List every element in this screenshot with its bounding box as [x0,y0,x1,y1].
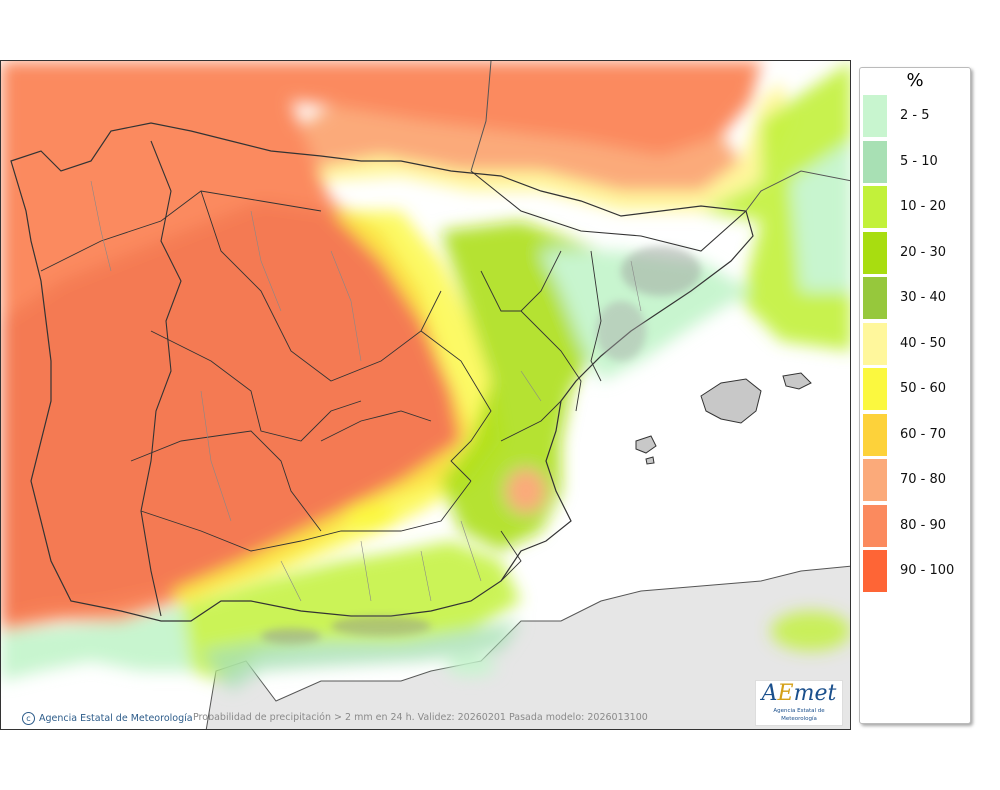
legend-item: 2 - 5 [863,95,968,137]
logo-mark: AEmet [761,681,837,706]
legend-label: 60 - 70 [900,426,947,442]
gulf-of-lion-coast [745,170,850,212]
legend-item: 50 - 60 [863,368,968,410]
legend-swatch [863,186,887,228]
mallorca [700,378,762,424]
legend-swatch [863,231,887,274]
france-border [470,170,747,252]
balearic-islands [635,372,812,465]
legend-label: 50 - 60 [900,381,947,396]
france-coast [470,61,492,172]
legend-label: 30 - 40 [900,290,947,305]
region-borders [40,190,602,582]
legend-swatch [863,504,887,547]
legend-swatch [863,459,887,501]
legend-label: 2 - 5 [900,108,930,123]
legend-item: 5 - 10 [863,140,968,183]
relief-shading [261,246,701,644]
province-borders [90,180,642,602]
legend-swatch [863,413,887,456]
logo-subtext: Agencia Estatal de Meteorología [773,708,825,722]
legend-swatch [863,140,887,183]
formentera [645,456,655,465]
aemet-logo: AEmet Agencia Estatal de Meteorología [755,680,843,726]
iberia-coastline [10,122,754,622]
portugal-border [140,140,182,617]
map-description: Probabilidad de precipitación > 2 mm en … [193,712,648,723]
legend: % 2 - 5 5 - 10 10 - 20 20 - 30 30 - 40 40 - 5… [859,67,971,724]
legend-item: 90 - 100 [863,550,968,592]
legend-label: 10 - 20 [900,199,947,214]
legend-item: 40 - 50 [863,322,968,365]
legend-item: 80 - 90 [863,504,968,547]
legend-item: 70 - 80 [863,459,968,501]
legend-item: 30 - 40 [863,277,968,319]
legend-swatch [863,277,887,319]
legend-item: 20 - 30 [863,231,968,274]
legend-item: 10 - 20 [863,186,968,228]
legend-swatch [863,368,887,410]
legend-label: 70 - 80 [900,472,947,487]
legend-label: 80 - 90 [900,517,947,533]
legend-item: 60 - 70 [863,413,968,456]
legend-label: 5 - 10 [900,153,938,169]
menorca [782,372,812,390]
legend-unit: % [906,70,924,91]
map-canvas [1,61,850,729]
legend-swatch [863,550,887,592]
legend-swatch [863,322,887,365]
credit-text: Agencia Estatal de Meteorología [39,713,193,724]
ibiza [635,435,657,454]
legend-label: 90 - 100 [900,563,955,578]
legend-label: 40 - 50 [900,335,947,351]
north-africa [205,565,850,729]
copyright-icon: c [22,712,35,725]
legend-swatch [863,95,887,137]
copyright-credit: c Agencia Estatal de Meteorología [22,712,193,725]
legend-label: 20 - 30 [900,244,947,260]
precipitation-probability-map [0,60,851,730]
probability-field [1,61,850,691]
